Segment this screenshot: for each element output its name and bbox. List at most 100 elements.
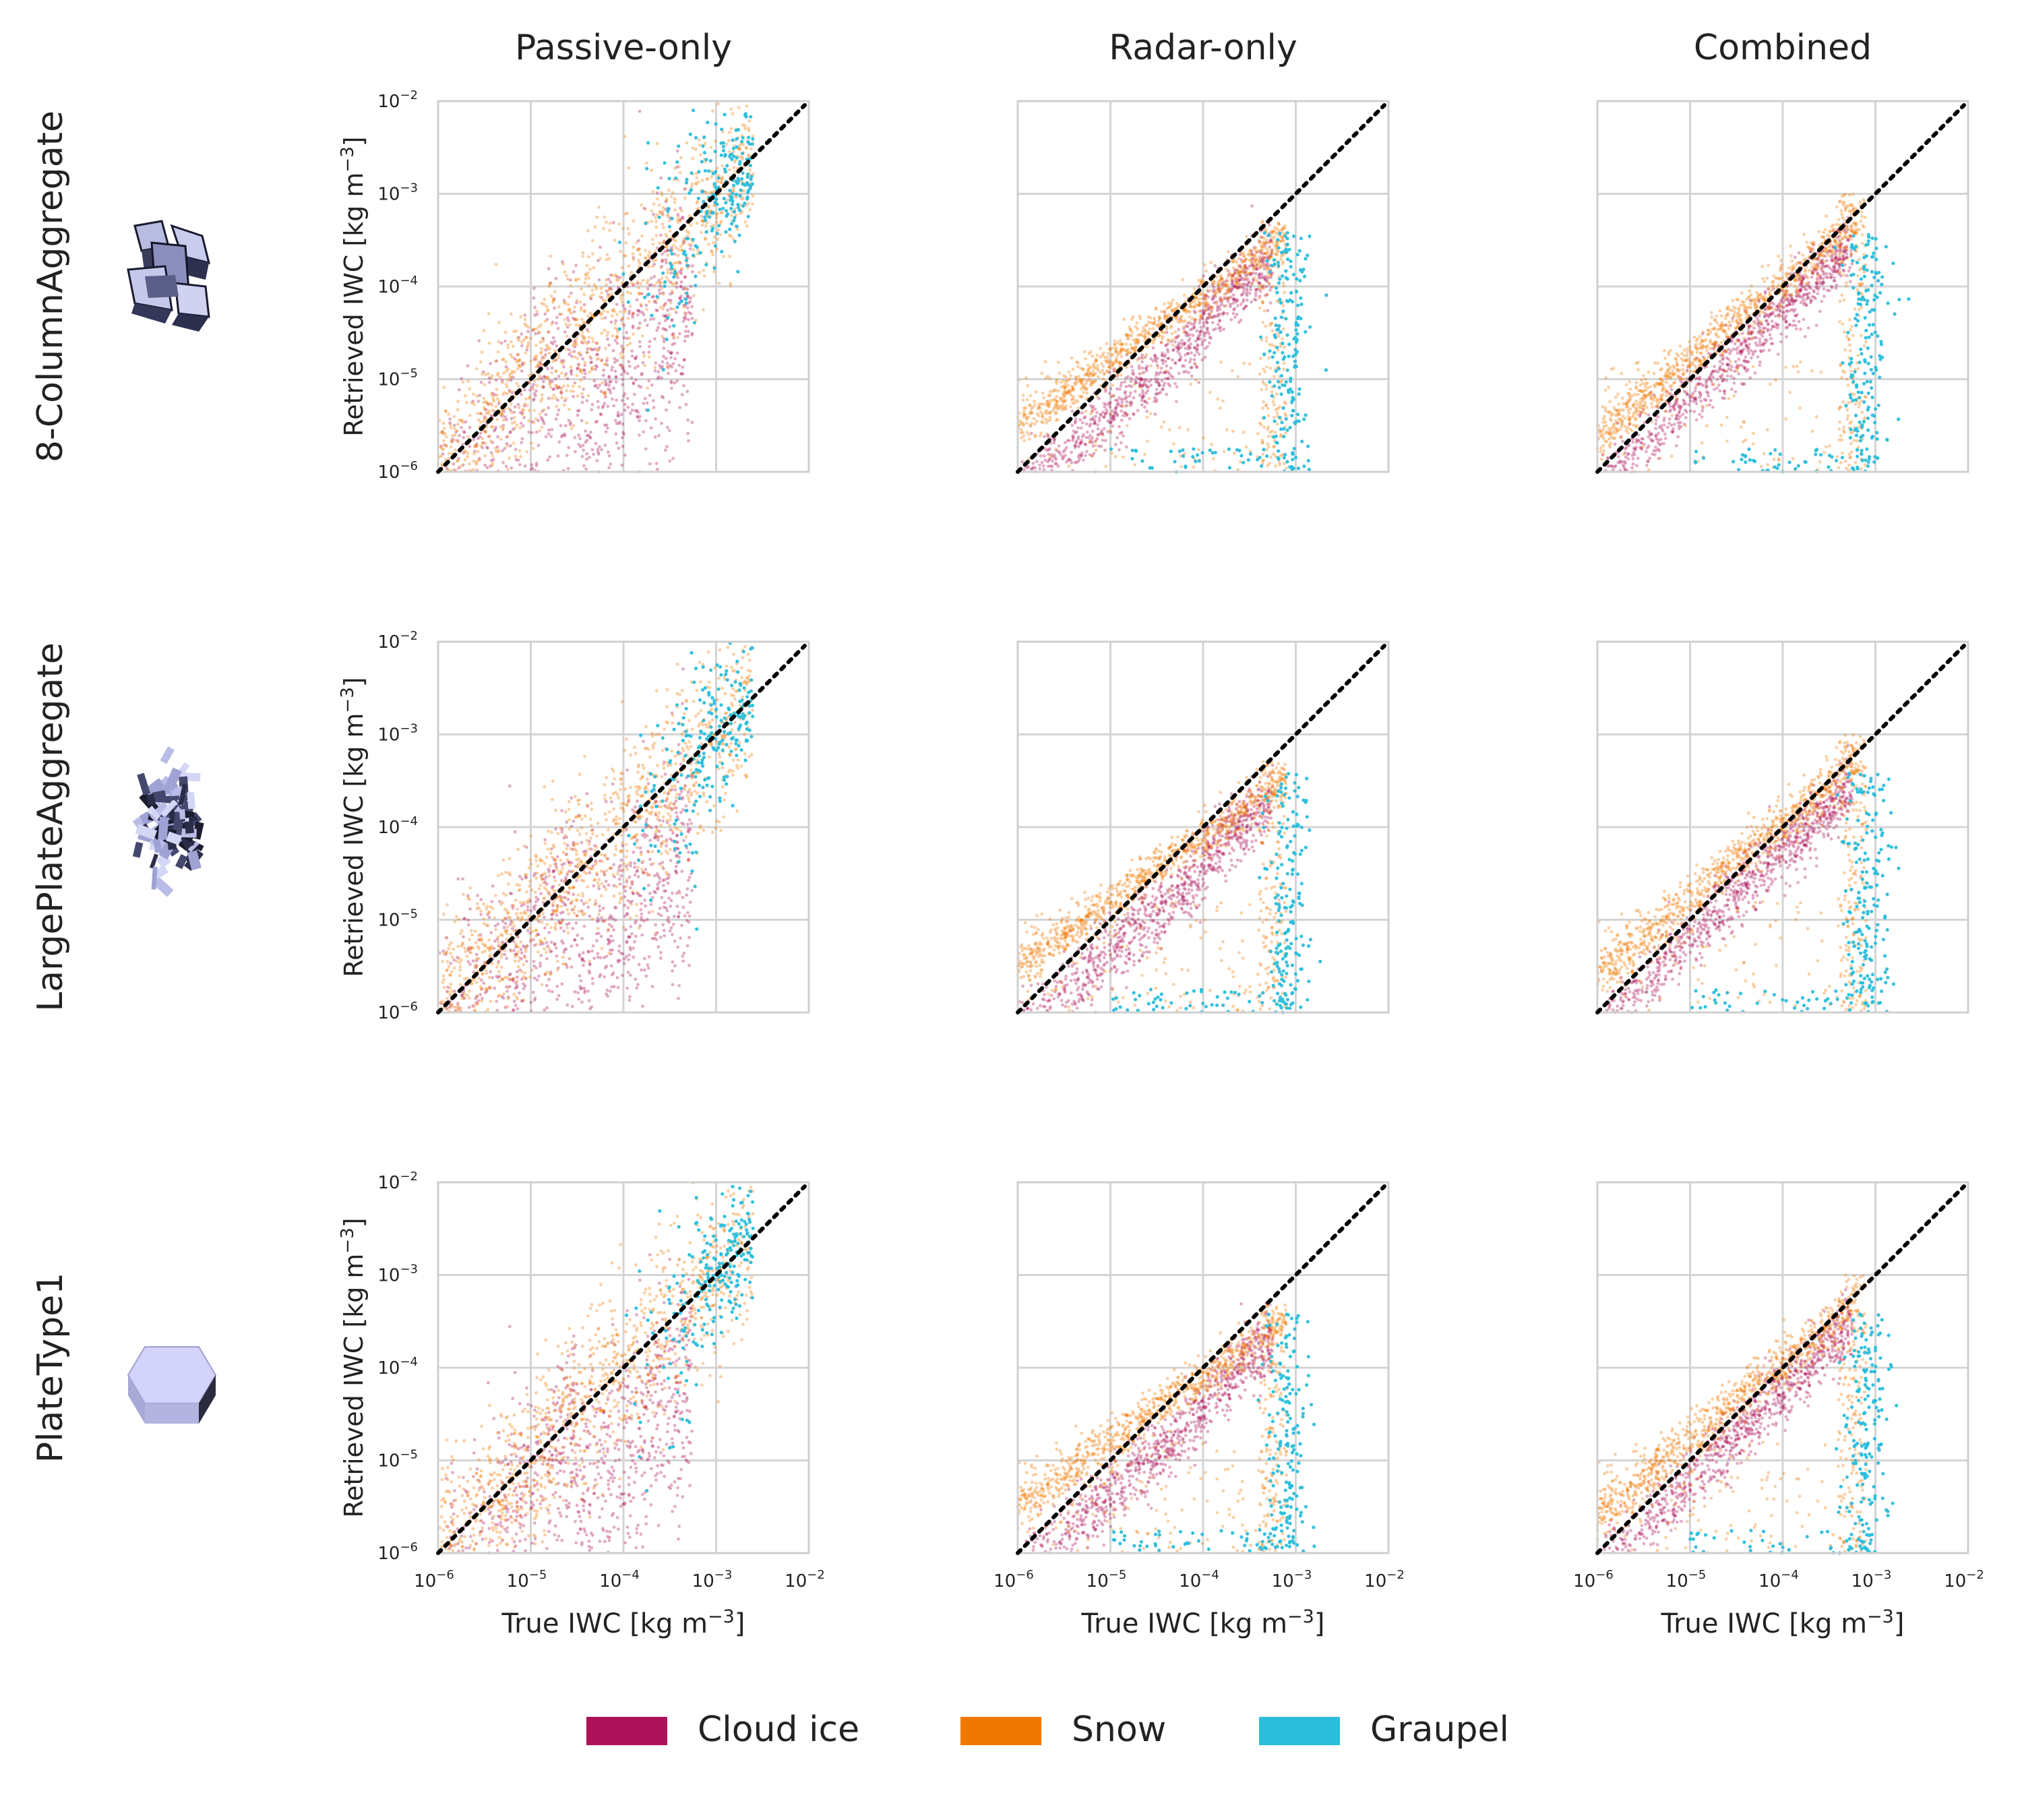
data-point (588, 297, 592, 301)
data-point (577, 277, 581, 281)
data-point (1153, 377, 1157, 381)
data-point (703, 215, 707, 219)
data-point (500, 449, 504, 453)
data-point (1281, 357, 1285, 361)
data-point (582, 375, 586, 380)
data-point (529, 359, 533, 363)
data-point (677, 165, 681, 169)
data-point (512, 427, 515, 431)
data-point (647, 379, 651, 383)
data-point (472, 459, 476, 463)
data-point (594, 353, 599, 357)
data-point (1235, 281, 1239, 285)
data-point (652, 202, 656, 206)
data-point (597, 205, 601, 209)
data-point (604, 346, 607, 351)
data-point (725, 164, 729, 168)
data-point (702, 150, 706, 155)
data-point (657, 322, 661, 326)
data-point (721, 141, 725, 145)
data-point (1180, 464, 1184, 468)
plate-fragment (149, 853, 158, 869)
column-headers: Passive-only Radar-only Combined (515, 28, 1872, 68)
data-point (1825, 272, 1829, 276)
data-point (1103, 448, 1107, 452)
data-point (747, 135, 751, 140)
data-point (662, 226, 665, 230)
data-point (611, 220, 615, 224)
data-point (516, 353, 520, 357)
data-point (695, 245, 699, 249)
data-point (489, 458, 493, 462)
data-point (1044, 376, 1048, 380)
data-point (1274, 408, 1278, 411)
data-point (751, 137, 755, 141)
data-point (497, 400, 501, 404)
data-point (523, 388, 526, 392)
data-point (509, 340, 513, 344)
data-point (603, 299, 607, 303)
data-point (1279, 301, 1283, 305)
data-point (656, 309, 659, 313)
data-point (1833, 279, 1837, 282)
data-point (1062, 374, 1066, 377)
data-point (1197, 278, 1200, 282)
data-point (1274, 434, 1278, 438)
data-point (1262, 256, 1266, 260)
data-point (1279, 315, 1284, 320)
data-point (683, 334, 687, 338)
data-point (720, 127, 724, 131)
data-point (1203, 346, 1207, 351)
data-point (1308, 325, 1312, 329)
data-point (1278, 463, 1282, 467)
data-point (680, 393, 684, 396)
data-point (1226, 282, 1230, 286)
data-point (741, 182, 745, 186)
data-point (683, 276, 687, 279)
data-point (631, 324, 635, 328)
data-point (1732, 382, 1736, 385)
data-point (1255, 279, 1258, 282)
data-point (667, 299, 671, 302)
data-point (1282, 462, 1286, 466)
data-point (567, 419, 571, 423)
data-point (702, 268, 706, 272)
data-point (504, 382, 508, 386)
data-point (1136, 358, 1139, 362)
data-point (625, 290, 630, 294)
data-point (1277, 386, 1281, 390)
data-point (1231, 293, 1235, 297)
data-point (583, 340, 587, 344)
data-point (520, 369, 524, 373)
data-point (1805, 293, 1809, 297)
data-point (1711, 405, 1715, 409)
data-point (666, 271, 670, 275)
data-point (1219, 288, 1223, 291)
data-point (658, 284, 662, 288)
data-point (1087, 378, 1091, 382)
data-point (671, 318, 674, 322)
data-point (605, 253, 609, 257)
data-point (1149, 321, 1153, 324)
data-point (690, 421, 694, 424)
data-point (1181, 454, 1186, 458)
data-point (1268, 366, 1273, 370)
data-point (1040, 371, 1044, 375)
data-point (527, 430, 531, 434)
data-point (700, 223, 704, 227)
data-point (1140, 403, 1144, 406)
data-point (687, 191, 692, 195)
data-point (1155, 388, 1159, 392)
data-point (1101, 433, 1105, 437)
data-point (1273, 351, 1277, 355)
data-point (574, 278, 578, 281)
data-point (447, 412, 451, 416)
data-point (605, 423, 609, 427)
data-point (1198, 337, 1202, 341)
data-point (472, 452, 476, 456)
data-point (563, 317, 567, 322)
data-point (501, 392, 505, 396)
data-point (673, 166, 677, 170)
data-point (1154, 380, 1158, 384)
data-point (586, 229, 590, 233)
